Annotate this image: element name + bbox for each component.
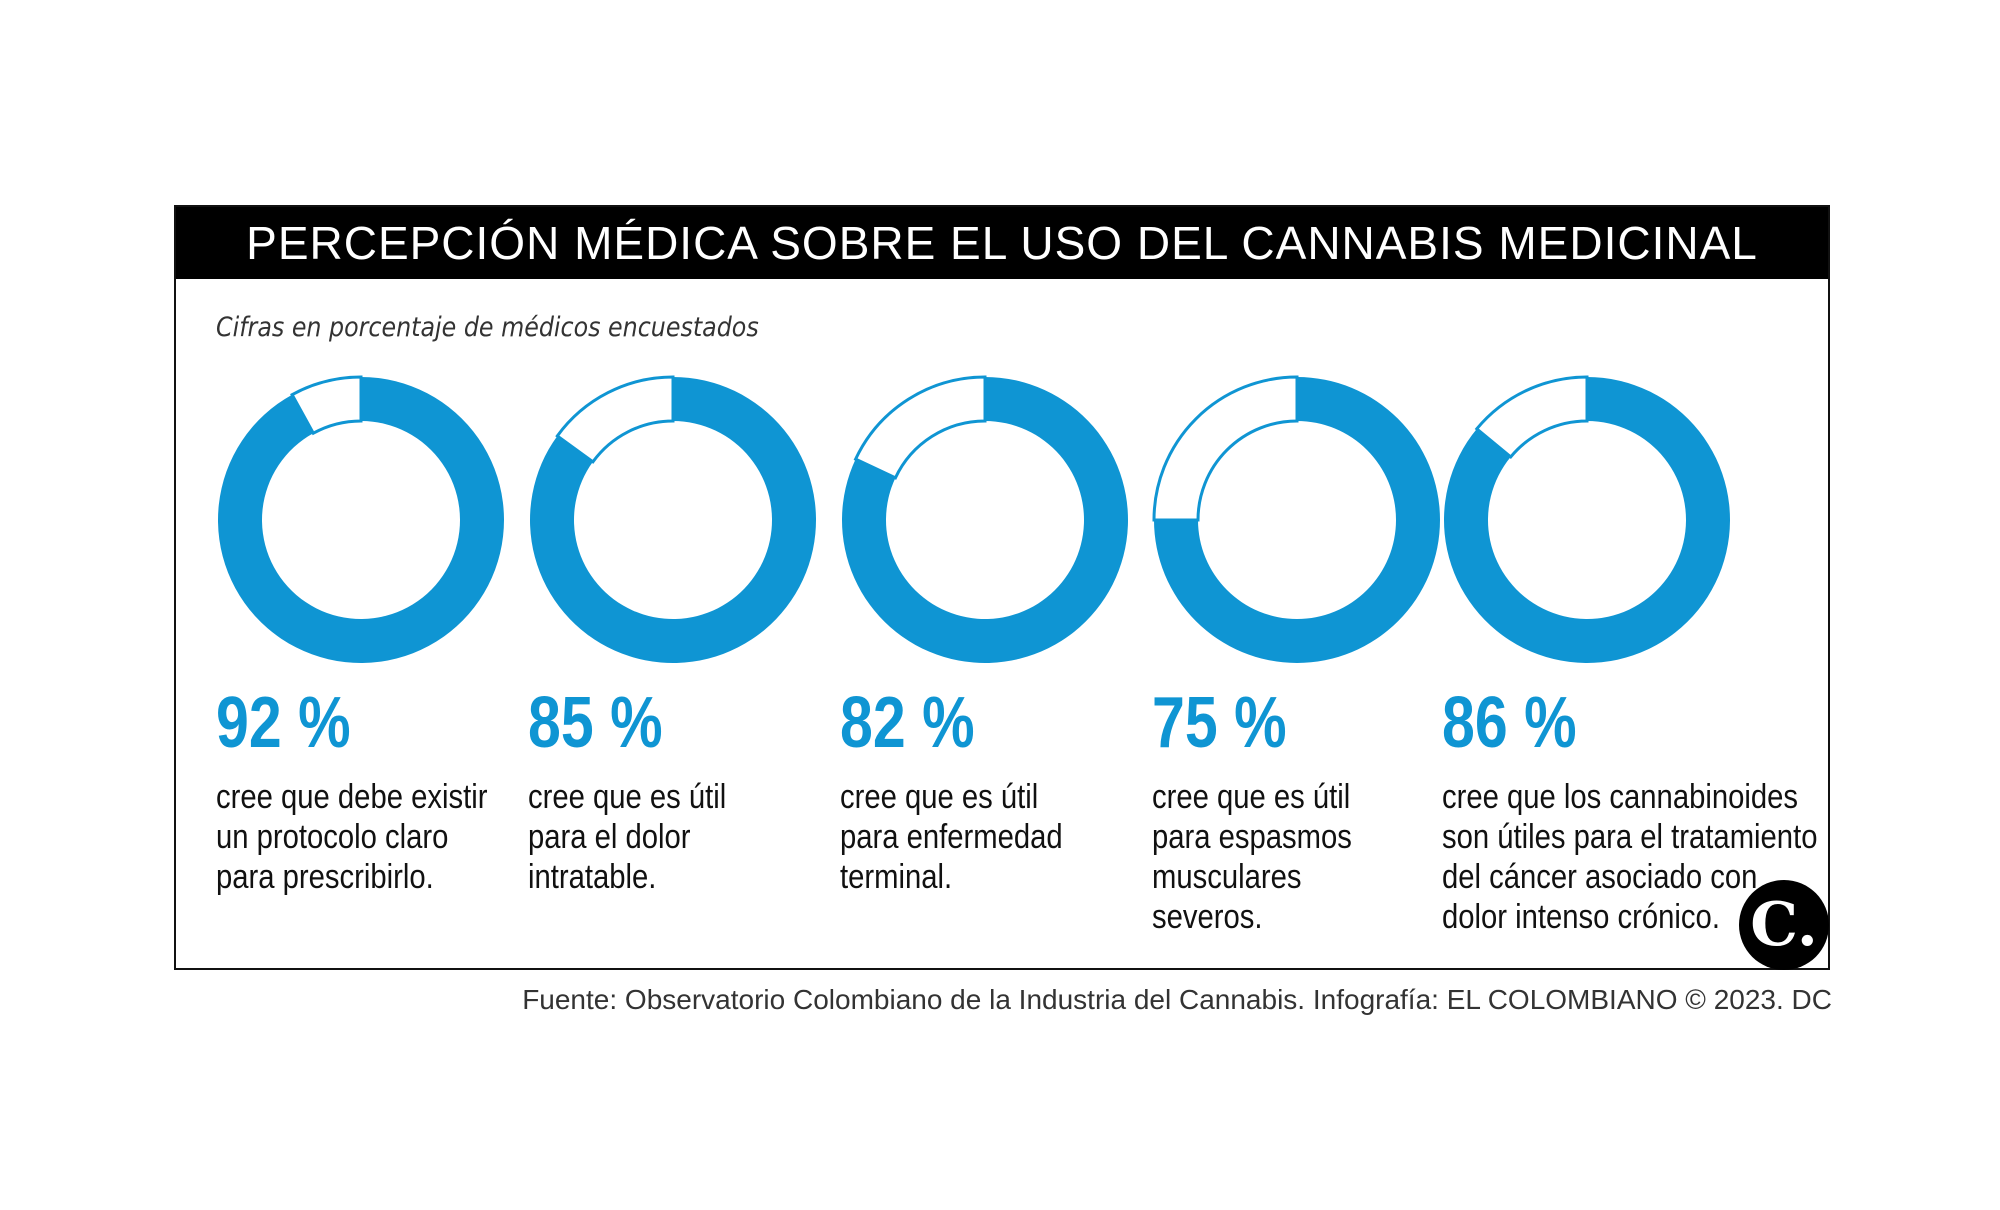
description-line: severos.	[1152, 898, 1263, 936]
donut-chart-2	[530, 375, 816, 663]
description-line: terminal.	[840, 858, 953, 896]
description-2: cree que es útil para el dolor intratable.	[528, 777, 889, 897]
donut-segment-5	[1444, 377, 1730, 663]
description-line: cree que los cannabinoides	[1442, 778, 1799, 816]
donut-remainder-4	[1152, 375, 1299, 522]
donut-chart-3	[842, 375, 1128, 663]
el-colombiano-logo: C.	[1739, 880, 1829, 970]
description-3: cree que es útil para enfermedad terminal.	[840, 777, 1201, 897]
description-5: cree que los cannabinoides son útiles par…	[1442, 777, 1818, 937]
chart-title: PERCEPCIÓN MÉDICA SOBRE EL USO DEL CANNA…	[246, 217, 1758, 269]
description-line: musculares	[1152, 858, 1302, 896]
description-line: son útiles para el tratamiento	[1442, 818, 1818, 856]
percentage-label-5: 86 %	[1442, 683, 1577, 763]
source-footer: Fuente: Observatorio Colombiano de la In…	[522, 984, 1832, 1015]
description-1: cree que debe existir un protocolo claro p…	[216, 777, 577, 897]
description-4: cree que es útil para espasmos musculares s…	[1152, 777, 1513, 937]
description-line: para el dolor	[528, 818, 691, 856]
donut-segment-2	[530, 377, 816, 663]
description-line: para espasmos	[1152, 818, 1352, 856]
description-line: del cáncer asociado con	[1442, 858, 1758, 896]
description-line: cree que es útil	[840, 778, 1039, 816]
description-line: cree que debe existir	[216, 778, 488, 816]
description-line: un protocolo claro	[216, 818, 449, 856]
percentage-label-3: 82 %	[840, 683, 975, 763]
logo-text: C.	[1750, 890, 1818, 960]
percentage-label-1: 92 %	[216, 683, 351, 763]
percentage-label-2: 85 %	[528, 683, 663, 763]
donut-remainder-3	[853, 375, 987, 480]
description-line: dolor intenso crónico.	[1442, 898, 1720, 936]
donut-segment-1	[218, 377, 505, 663]
donut-segment-4	[1154, 377, 1440, 663]
description-line: para enfermedad	[840, 818, 1063, 856]
description-line: para prescribirlo.	[216, 858, 434, 896]
infographic-frame: PERCEPCIÓN MÉDICA SOBRE EL USO DEL CANNA…	[174, 205, 1830, 970]
donut-chart-4	[1152, 375, 1440, 663]
description-line: intratable.	[528, 858, 657, 896]
chart-subtitle: Cifras en porcentaje de médicos encuesta…	[216, 312, 759, 343]
title-bar: PERCEPCIÓN MÉDICA SOBRE EL USO DEL CANNA…	[176, 207, 1828, 279]
donut-charts: 92 % cree que debe existir un protocolo cl…	[176, 207, 1828, 968]
description-line: cree que es útil	[1152, 778, 1351, 816]
donut-segment-3	[842, 377, 1128, 663]
donut-chart-1	[218, 375, 505, 663]
description-line: cree que es útil	[528, 778, 727, 816]
donut-chart-5	[1444, 375, 1730, 663]
percentage-label-4: 75 %	[1152, 683, 1287, 763]
